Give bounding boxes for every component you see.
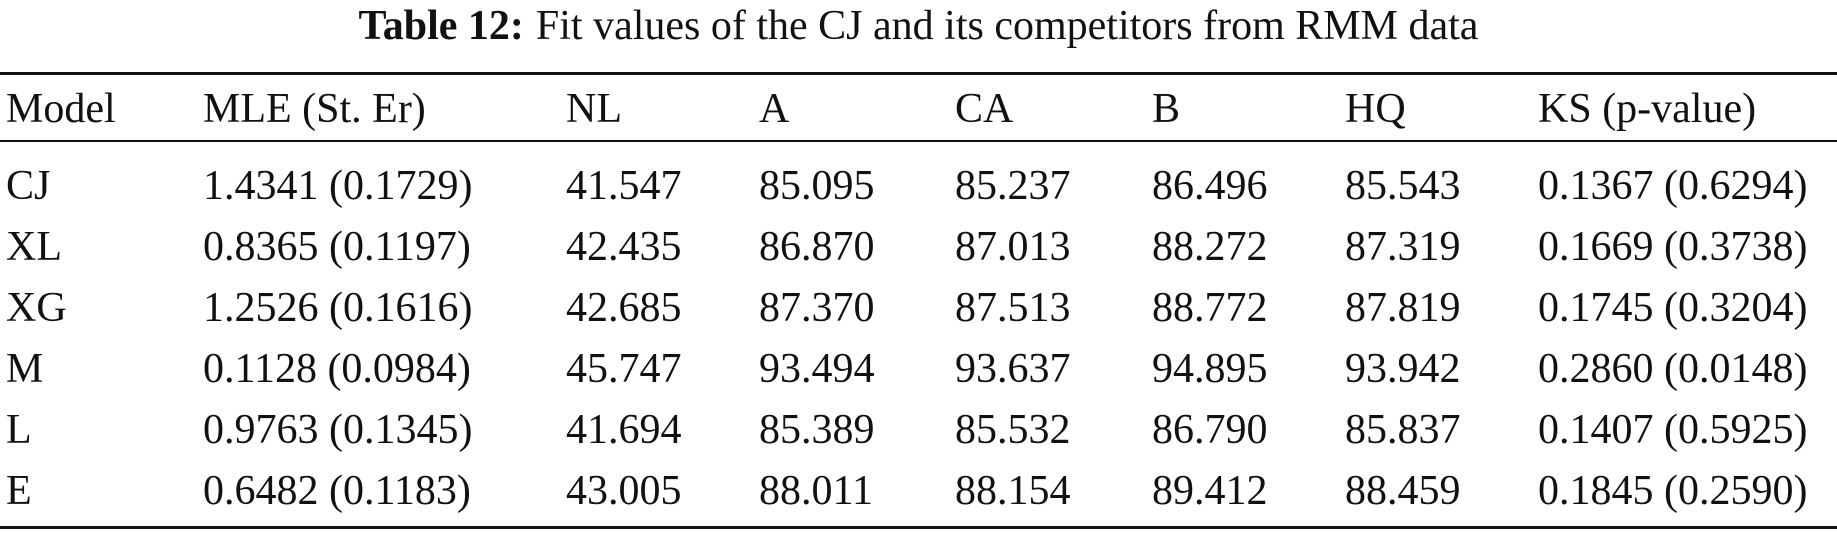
table-cell: 0.9763 (0.1345)	[203, 407, 473, 453]
table-cell: 0.2860 (0.0148)	[1538, 346, 1808, 392]
table-cell: 1.2526 (0.1616)	[203, 285, 473, 331]
row-label: L	[6, 407, 32, 453]
table-caption: Table 12: Fit values of the CJ and its co…	[0, 2, 1837, 50]
table-cell: 88.154	[955, 468, 1071, 514]
table-cell: 42.685	[566, 285, 682, 331]
table-cell: 88.772	[1152, 285, 1268, 331]
table-cell: 93.942	[1345, 346, 1461, 392]
table-cell: 0.1367 (0.6294)	[1538, 163, 1808, 209]
table-cell: 86.790	[1152, 407, 1268, 453]
table-cell: 41.694	[566, 407, 682, 453]
table-cell: 0.1407 (0.5925)	[1538, 407, 1808, 453]
table-cell: 45.747	[566, 346, 682, 392]
header-cell: Model	[6, 86, 116, 132]
table-cell: 86.870	[759, 224, 875, 270]
table-cell: 0.1845 (0.2590)	[1538, 468, 1808, 514]
table-cell: 88.272	[1152, 224, 1268, 270]
table-cell: 85.095	[759, 163, 875, 209]
table-cell: 93.494	[759, 346, 875, 392]
header-cell: CA	[955, 86, 1014, 132]
row-label: CJ	[6, 163, 51, 209]
header-cell: B	[1152, 86, 1181, 132]
table-cell: 85.532	[955, 407, 1071, 453]
table-cell: 94.895	[1152, 346, 1268, 392]
table-cell: 85.389	[759, 407, 875, 453]
caption-text: Fit values of the CJ and its competitors…	[535, 3, 1479, 49]
table-cell: 42.435	[566, 224, 682, 270]
table-cell: 87.370	[759, 285, 875, 331]
mid-rule	[0, 140, 1837, 142]
row-label: E	[6, 468, 32, 514]
header-cell: HQ	[1345, 86, 1406, 132]
table-cell: 87.013	[955, 224, 1071, 270]
table-cell: 0.1745 (0.3204)	[1538, 285, 1808, 331]
table-cell: 85.837	[1345, 407, 1461, 453]
table-cell: 88.459	[1345, 468, 1461, 514]
table-cell: 87.513	[955, 285, 1071, 331]
table-cell: 86.496	[1152, 163, 1268, 209]
table-cell: 88.011	[759, 468, 873, 514]
top-rule	[0, 72, 1837, 75]
table-cell: 85.237	[955, 163, 1071, 209]
table-cell: 87.819	[1345, 285, 1461, 331]
table-cell: 43.005	[566, 468, 682, 514]
row-label: XG	[6, 285, 67, 331]
bottom-rule	[0, 526, 1837, 529]
table-cell: 93.637	[955, 346, 1071, 392]
header-cell: KS (p-value)	[1538, 86, 1757, 132]
table-cell: 87.319	[1345, 224, 1461, 270]
table-cell: 41.547	[566, 163, 682, 209]
header-cell: MLE (St. Er)	[203, 86, 426, 132]
row-label: M	[6, 346, 44, 392]
table-cell: 0.1669 (0.3738)	[1538, 224, 1808, 270]
table-cell: 85.543	[1345, 163, 1461, 209]
header-cell: A	[759, 86, 790, 132]
table-cell: 0.6482 (0.1183)	[203, 468, 471, 514]
caption-label: Table 12:	[358, 3, 524, 49]
header-cell: NL	[566, 86, 622, 132]
table-cell: 0.8365 (0.1197)	[203, 224, 471, 270]
row-label: XL	[6, 224, 62, 270]
table-cell: 0.1128 (0.0984)	[203, 346, 471, 392]
table-cell: 89.412	[1152, 468, 1268, 514]
table-cell: 1.4341 (0.1729)	[203, 163, 473, 209]
